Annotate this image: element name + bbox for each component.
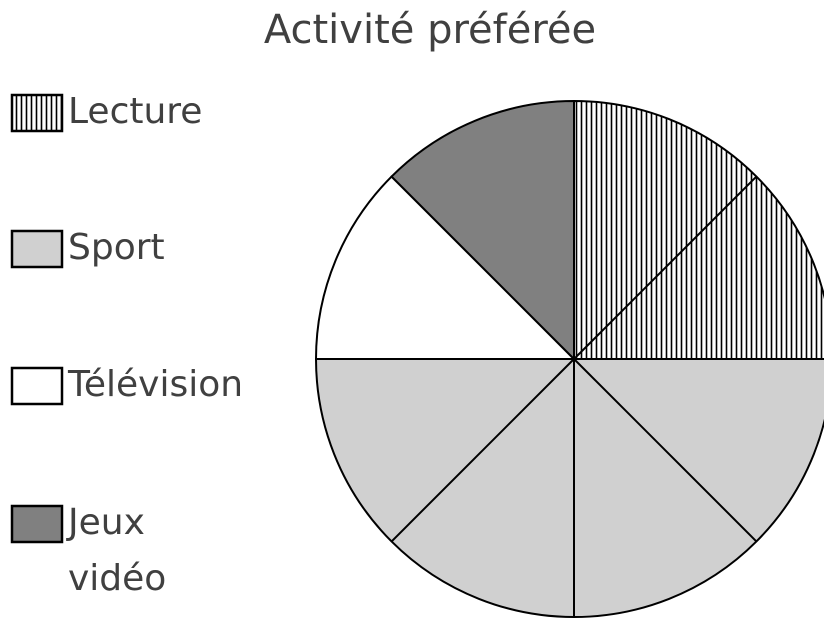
legend-swatch (10, 504, 64, 544)
legend-swatch (10, 229, 64, 269)
pie-slice (314, 175, 577, 360)
legend-swatch (10, 93, 64, 133)
legend-swatch (10, 366, 64, 406)
legend-label: Jeux vidéo (66, 502, 166, 599)
chart-title: Activité préférée (264, 7, 596, 53)
pie (314, 99, 824, 618)
slice-dividers (390, 175, 758, 617)
legend-label: Télévision (67, 364, 243, 405)
legend-label: Lecture (68, 91, 202, 132)
legend: Lecture Sport Télévision Jeux vidéo (10, 91, 243, 599)
legend-label: Sport (68, 227, 165, 268)
pie-slice (390, 99, 575, 362)
pie-slice (314, 358, 824, 618)
